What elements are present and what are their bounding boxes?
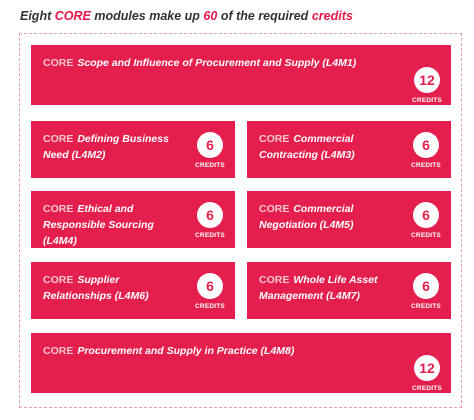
heading-text-1: Eight [20, 9, 52, 23]
module-tile-l4m4: CORE Ethical and Responsible Sourcing (L4… [31, 191, 235, 248]
module-label: CORE Defining Business Need (L4M2) [43, 131, 183, 163]
credits-label: CREDITS [412, 97, 442, 104]
module-title: Commercial Negotiation (L4M5) [259, 203, 354, 231]
heading-text-3: of the required [220, 9, 309, 23]
module-tile-l4m1: CORE Scope and Influence of Procurement a… [31, 45, 451, 105]
module-label: CORE Procurement and Supply in Practice (… [43, 343, 383, 359]
module-tile-l4m2: CORE Defining Business Need (L4M2) 6 CRED… [31, 121, 235, 178]
module-label: CORE Supplier Relationships (L4M6) [43, 272, 183, 304]
credits-label: CREDITS [195, 303, 225, 310]
core-tag: CORE [43, 345, 74, 357]
heading-text-2: modules make up [94, 9, 200, 23]
module-title: Scope and Influence of Procurement and S… [77, 57, 357, 69]
core-tag: CORE [259, 274, 290, 286]
credit-badge: 12 [414, 67, 440, 93]
core-tag: CORE [259, 203, 290, 215]
credit-badge: 6 [197, 202, 223, 228]
module-label: CORE Commercial Negotiation (L4M5) [259, 201, 399, 233]
credits-label: CREDITS [412, 385, 442, 392]
core-tag: CORE [43, 274, 74, 286]
module-label: CORE Scope and Influence of Procurement a… [43, 55, 383, 71]
module-title: Commercial Contracting (L4M3) [259, 133, 355, 161]
module-title: Supplier Relationships (L4M6) [43, 274, 149, 302]
core-tag: CORE [43, 57, 74, 69]
credit-badge: 6 [197, 132, 223, 158]
credits-label: CREDITS [411, 232, 441, 239]
heading-credits: credits [311, 9, 353, 23]
module-title: Ethical and Responsible Sourcing (L4M4) [43, 203, 154, 247]
module-tile-l4m3: CORE Commercial Contracting (L4M3) 6 CRED… [247, 121, 451, 178]
module-label: CORE Commercial Contracting (L4M3) [259, 131, 399, 163]
module-title: Defining Business Need (L4M2) [43, 133, 169, 161]
module-tile-l4m7: CORE Whole Life Asset Management (L4M7) 6… [247, 262, 451, 319]
module-label: CORE Whole Life Asset Management (L4M7) [259, 272, 399, 304]
credit-badge: 6 [413, 273, 439, 299]
module-label: CORE Ethical and Responsible Sourcing (L4… [43, 201, 183, 249]
module-tile-l4m6: CORE Supplier Relationships (L4M6) 6 CRED… [31, 262, 235, 319]
core-tag: CORE [43, 203, 74, 215]
module-tile-l4m5: CORE Commercial Negotiation (L4M5) 6 CRED… [247, 191, 451, 248]
heading: Eight CORE modules make up 60 of the req… [20, 9, 353, 23]
module-title: Whole Life Asset Management (L4M7) [259, 274, 378, 302]
credit-badge: 6 [413, 202, 439, 228]
credit-badge: 12 [414, 355, 440, 381]
module-tile-l4m8: CORE Procurement and Supply in Practice (… [31, 333, 451, 393]
heading-core: CORE [54, 9, 91, 23]
module-title: Procurement and Supply in Practice (L4M8… [77, 345, 295, 357]
credits-label: CREDITS [411, 162, 441, 169]
core-tag: CORE [259, 133, 290, 145]
credits-label: CREDITS [195, 232, 225, 239]
credits-label: CREDITS [411, 303, 441, 310]
credits-label: CREDITS [195, 162, 225, 169]
heading-total: 60 [203, 9, 218, 23]
credit-badge: 6 [413, 132, 439, 158]
modules-frame: CORE Scope and Influence of Procurement a… [19, 33, 462, 408]
core-tag: CORE [43, 133, 74, 145]
credit-badge: 6 [197, 273, 223, 299]
